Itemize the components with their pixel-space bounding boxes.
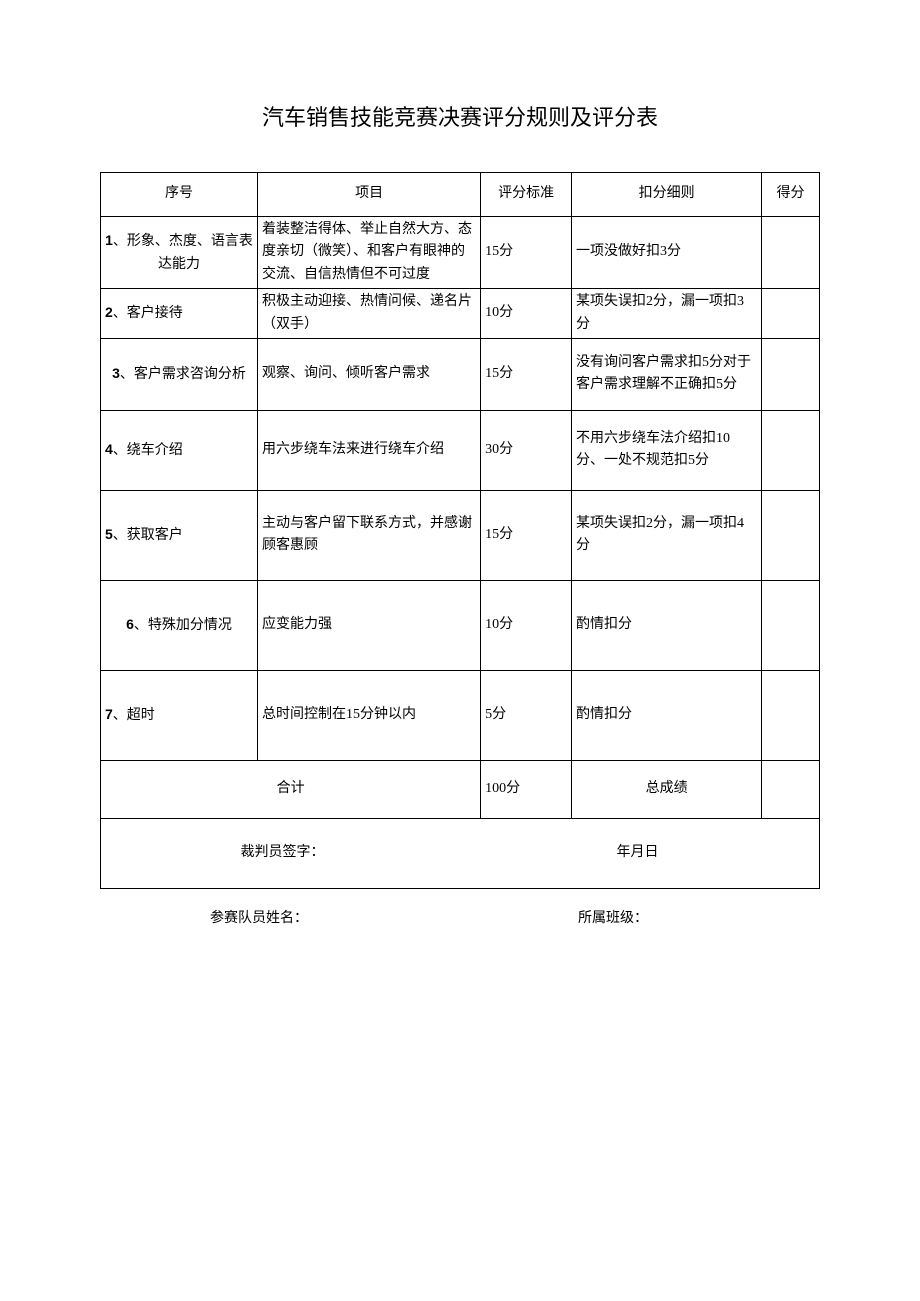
table-row: 4、绕车介绍 用六步绕车法来进行绕车介绍 30分 不用六步绕车法介绍扣10分、一… — [101, 410, 820, 490]
cell-score — [762, 410, 820, 490]
cell-std: 15分 — [481, 490, 572, 580]
cell-item: 主动与客户留下联系方式，并感谢顾客惠顾 — [258, 490, 481, 580]
cell-deduct: 没有询问客户需求扣5分对于客户需求理解不正确扣5分 — [572, 338, 762, 410]
cell-item: 应变能力强 — [258, 580, 481, 670]
total-label: 合计 — [101, 760, 481, 818]
cell-seq: 5、获取客户 — [101, 490, 258, 580]
cell-deduct: 不用六步绕车法介绍扣10分、一处不规范扣5分 — [572, 410, 762, 490]
seq-number: 5 — [105, 526, 113, 542]
cell-deduct: 一项没做好扣3分 — [572, 217, 762, 289]
total-row: 合计 100分 总成绩 — [101, 760, 820, 818]
date-label: 年月日 — [460, 842, 815, 864]
cell-item: 积极主动迎接、热情问候、递名片（双手） — [258, 289, 481, 339]
header-item: 项目 — [258, 173, 481, 217]
cell-seq: 2、客户接待 — [101, 289, 258, 339]
seq-number: 4 — [105, 441, 113, 457]
seq-number: 6 — [126, 616, 134, 632]
cell-std: 5分 — [481, 670, 572, 760]
header-seq: 序号 — [101, 173, 258, 217]
cell-score — [762, 338, 820, 410]
cell-std: 15分 — [481, 338, 572, 410]
judge-sign-label: 裁判员签字： — [105, 842, 460, 864]
seq-number: 7 — [105, 706, 113, 722]
cell-std: 10分 — [481, 289, 572, 339]
cell-std: 15分 — [481, 217, 572, 289]
seq-text: 、形象、杰度、语言表达能力 — [113, 234, 253, 271]
cell-item: 用六步绕车法来进行绕车介绍 — [258, 410, 481, 490]
cell-item: 着装整洁得体、举止自然大方、态度亲切（微笑）、和客户有眼神的交流、自信热情但不可… — [258, 217, 481, 289]
seq-text: 、特殊加分情况 — [134, 618, 232, 633]
cell-score — [762, 217, 820, 289]
cell-seq: 7、超时 — [101, 670, 258, 760]
seq-text: 、客户接待 — [113, 306, 183, 321]
table-header-row: 序号 项目 评分标准 扣分细则 得分 — [101, 173, 820, 217]
cell-seq: 4、绕车介绍 — [101, 410, 258, 490]
scoring-table: 序号 项目 评分标准 扣分细则 得分 1、形象、杰度、语言表达能力 着装整洁得体… — [100, 172, 820, 889]
table-row: 1、形象、杰度、语言表达能力 着装整洁得体、举止自然大方、态度亲切（微笑）、和客… — [101, 217, 820, 289]
cell-seq: 1、形象、杰度、语言表达能力 — [101, 217, 258, 289]
table-row: 7、超时 总时间控制在15分钟以内 5分 酌情扣分 — [101, 670, 820, 760]
cell-deduct: 某项失误扣2分，漏一项扣4分 — [572, 490, 762, 580]
table-row: 2、客户接待 积极主动迎接、热情问候、递名片（双手） 10分 某项失误扣2分，漏… — [101, 289, 820, 339]
cell-deduct: 酌情扣分 — [572, 580, 762, 670]
cell-score — [762, 490, 820, 580]
cell-seq: 3、客户需求咨询分析 — [101, 338, 258, 410]
total-result-label: 总成绩 — [572, 760, 762, 818]
seq-number: 2 — [105, 304, 113, 320]
cell-score — [762, 670, 820, 760]
cell-deduct: 某项失误扣2分，漏一项扣3分 — [572, 289, 762, 339]
seq-text: 、绕车介绍 — [113, 443, 183, 458]
cell-std: 10分 — [481, 580, 572, 670]
sign-row: 裁判员签字： 年月日 — [101, 818, 820, 888]
cell-seq: 6、特殊加分情况 — [101, 580, 258, 670]
seq-number: 1 — [105, 232, 113, 248]
footer-row: 参赛队员姓名： 所属班级： — [100, 907, 820, 927]
table-row: 5、获取客户 主动与客户留下联系方式，并感谢顾客惠顾 15分 某项失误扣2分，漏… — [101, 490, 820, 580]
seq-text: 、客户需求咨询分析 — [120, 367, 246, 382]
total-result-value — [762, 760, 820, 818]
header-score: 得分 — [762, 173, 820, 217]
header-std: 评分标准 — [481, 173, 572, 217]
cell-score — [762, 289, 820, 339]
cell-item: 总时间控制在15分钟以内 — [258, 670, 481, 760]
seq-text: 、获取客户 — [113, 528, 183, 543]
header-deduct: 扣分细则 — [572, 173, 762, 217]
total-value: 100分 — [481, 760, 572, 818]
cell-item: 观察、询问、倾听客户需求 — [258, 338, 481, 410]
table-row: 3、客户需求咨询分析 观察、询问、倾听客户需求 15分 没有询问客户需求扣5分对… — [101, 338, 820, 410]
seq-text: 、超时 — [113, 708, 155, 723]
cell-deduct: 酌情扣分 — [572, 670, 762, 760]
participant-name-label: 参赛队员姓名： — [210, 907, 308, 927]
table-row: 6、特殊加分情况 应变能力强 10分 酌情扣分 — [101, 580, 820, 670]
page-title: 汽车销售技能竞赛决赛评分规则及评分表 — [100, 100, 820, 132]
sign-cell: 裁判员签字： 年月日 — [101, 818, 820, 888]
cell-score — [762, 580, 820, 670]
cell-std: 30分 — [481, 410, 572, 490]
seq-number: 3 — [112, 365, 120, 381]
participant-class-label: 所属班级： — [578, 907, 648, 927]
